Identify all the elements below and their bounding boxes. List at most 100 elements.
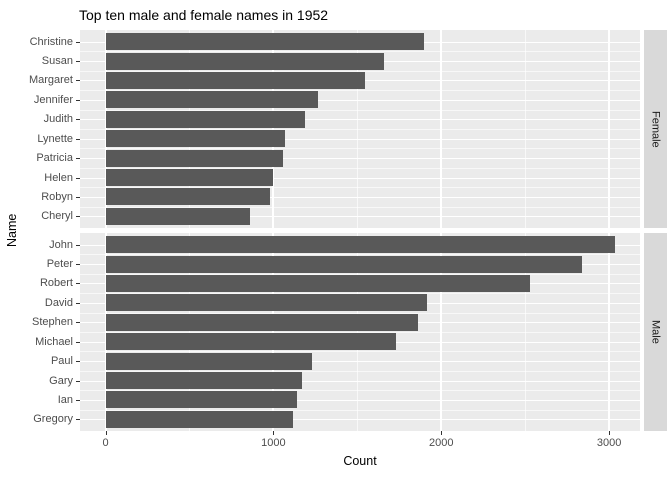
bar (105, 130, 286, 148)
gridline-minor-horizontal (80, 409, 640, 411)
gridline-minor-horizontal (80, 187, 640, 189)
y-tick-mark (76, 138, 80, 140)
y-tick-label: Peter (46, 258, 73, 271)
gridline-major-horizontal (80, 196, 640, 198)
y-axis-title: Name (5, 213, 19, 247)
facet-strip-label: Female (649, 110, 662, 148)
gridline-major-horizontal (80, 380, 640, 382)
x-tick-label: 2000 (428, 437, 454, 449)
bar (105, 255, 583, 273)
y-tick-label: Patricia (36, 152, 73, 165)
x-tick-mark (609, 431, 611, 435)
x-tick-label: 1000 (261, 437, 286, 449)
gridline-minor-horizontal (80, 332, 640, 333)
x-tick-label: 0 (102, 437, 109, 449)
bar (105, 52, 385, 70)
y-tick-mark (76, 119, 80, 121)
gridline-minor-horizontal (80, 129, 640, 130)
bar (105, 313, 418, 331)
facet-panel-male (80, 233, 640, 431)
gridline-minor-horizontal (80, 273, 640, 275)
facet-strip-label: Male (649, 320, 662, 344)
bar (105, 169, 274, 187)
y-tick-label: Cheryl (41, 210, 73, 223)
gridline-minor-horizontal (80, 90, 640, 92)
gridline-major-horizontal (80, 177, 640, 179)
y-tick-mark (76, 177, 80, 179)
y-tick-label: Robert (39, 277, 73, 290)
bar (105, 33, 424, 51)
y-tick-mark (76, 41, 80, 43)
gridline-major-horizontal (80, 216, 640, 218)
gridline-minor-horizontal (80, 254, 640, 256)
y-tick-label: Robyn (41, 190, 73, 203)
y-tick-mark (76, 322, 80, 324)
gridline-minor-horizontal (80, 167, 640, 169)
y-tick-mark (76, 244, 80, 246)
y-tick-label: Stephen (32, 316, 73, 329)
gridline-major-horizontal (80, 119, 640, 121)
y-tick-label: Gary (49, 374, 73, 387)
y-tick-mark (76, 283, 80, 285)
y-tick-mark (76, 216, 80, 218)
gridline-minor-horizontal (80, 109, 640, 111)
gridline-minor-horizontal (80, 51, 640, 53)
chart-title: Top ten male and female names in 1952 (79, 7, 329, 23)
y-tick-mark (76, 80, 80, 82)
y-tick-mark (76, 361, 80, 363)
bar (105, 294, 427, 312)
facet-strip: Male (644, 233, 667, 431)
bar (105, 207, 250, 225)
x-tick-mark (105, 431, 107, 435)
bar (105, 91, 318, 109)
facet-strip: Female (644, 30, 667, 228)
y-tick-label: David (44, 296, 73, 309)
y-tick-mark (76, 380, 80, 382)
gridline-minor-horizontal (80, 312, 640, 314)
y-tick-label: John (49, 238, 73, 251)
y-tick-mark (76, 61, 80, 63)
y-tick-label: Judith (43, 113, 73, 126)
gridline-minor-horizontal (80, 351, 640, 353)
gridline-major-horizontal (80, 99, 640, 101)
y-tick-label: Gregory (33, 413, 73, 426)
y-tick-mark (76, 158, 80, 160)
gridline-minor-horizontal (80, 206, 640, 208)
bar (105, 71, 365, 89)
gridline-minor-horizontal (80, 148, 640, 150)
gridline-major-horizontal (80, 138, 640, 140)
bar (105, 274, 531, 292)
y-tick-mark (76, 419, 80, 421)
x-tick-label: 3000 (596, 437, 622, 449)
gridline-major-horizontal (80, 419, 640, 421)
y-tick-mark (76, 341, 80, 343)
gridline-minor-horizontal (80, 390, 640, 392)
y-tick-label: Paul (50, 355, 73, 368)
bar (105, 372, 302, 390)
y-tick-label: Ian (57, 393, 73, 406)
facet-panel-female (80, 30, 640, 228)
gridline-minor-horizontal (80, 70, 640, 72)
gridline-major-horizontal (80, 399, 640, 401)
y-tick-label: Susan (41, 55, 73, 68)
x-tick-mark (441, 431, 443, 435)
y-tick-mark (76, 264, 80, 266)
y-tick-label: Michael (35, 335, 73, 348)
y-tick-mark (76, 196, 80, 198)
gridline-minor-horizontal (80, 293, 640, 295)
y-tick-mark (76, 399, 80, 401)
bar (105, 188, 270, 206)
x-axis-title: Count (343, 454, 377, 468)
bar (105, 149, 284, 167)
y-tick-mark (76, 99, 80, 101)
bar (105, 110, 306, 128)
y-tick-label: Helen (44, 171, 73, 184)
bar (105, 236, 615, 254)
y-tick-label: Lynette (37, 132, 73, 145)
bar (105, 333, 396, 351)
bar (105, 352, 312, 370)
gridline-major-horizontal (80, 361, 640, 363)
bar (105, 391, 297, 409)
gridline-major-horizontal (80, 158, 640, 160)
